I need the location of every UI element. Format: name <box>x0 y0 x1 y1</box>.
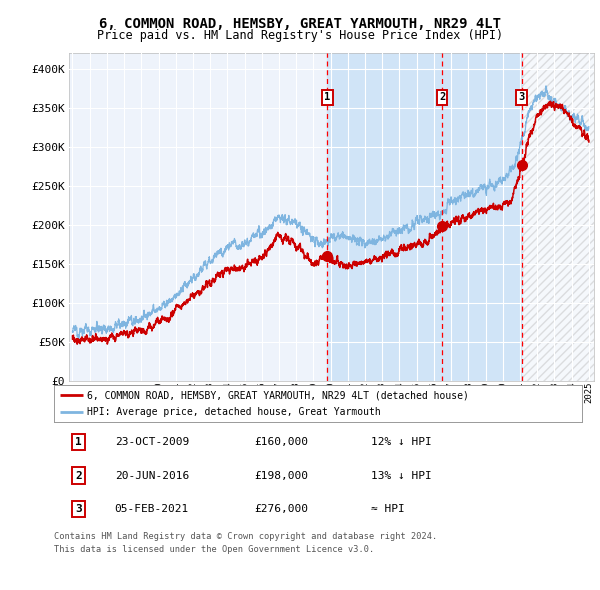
Text: 6, COMMON ROAD, HEMSBY, GREAT YARMOUTH, NR29 4LT (detached house): 6, COMMON ROAD, HEMSBY, GREAT YARMOUTH, … <box>87 390 469 400</box>
Text: Price paid vs. HM Land Registry's House Price Index (HPI): Price paid vs. HM Land Registry's House … <box>97 30 503 42</box>
Text: 1: 1 <box>324 92 331 102</box>
Text: 3: 3 <box>518 92 524 102</box>
Text: ≈ HPI: ≈ HPI <box>371 504 404 514</box>
Text: Contains HM Land Registry data © Crown copyright and database right 2024.: Contains HM Land Registry data © Crown c… <box>54 532 437 541</box>
Text: 2: 2 <box>439 92 445 102</box>
Bar <box>328 53 521 381</box>
Text: 05-FEB-2021: 05-FEB-2021 <box>115 504 189 514</box>
Text: £198,000: £198,000 <box>254 471 308 480</box>
Text: This data is licensed under the Open Government Licence v3.0.: This data is licensed under the Open Gov… <box>54 545 374 554</box>
Bar <box>521 53 600 381</box>
Text: 12% ↓ HPI: 12% ↓ HPI <box>371 437 431 447</box>
Text: 23-OCT-2009: 23-OCT-2009 <box>115 437 189 447</box>
Text: 2: 2 <box>76 471 82 480</box>
Text: HPI: Average price, detached house, Great Yarmouth: HPI: Average price, detached house, Grea… <box>87 407 381 417</box>
Text: 6, COMMON ROAD, HEMSBY, GREAT YARMOUTH, NR29 4LT: 6, COMMON ROAD, HEMSBY, GREAT YARMOUTH, … <box>99 17 501 31</box>
Text: 13% ↓ HPI: 13% ↓ HPI <box>371 471 431 480</box>
Text: £160,000: £160,000 <box>254 437 308 447</box>
Text: 1: 1 <box>76 437 82 447</box>
Text: 20-JUN-2016: 20-JUN-2016 <box>115 471 189 480</box>
Text: 3: 3 <box>76 504 82 514</box>
Text: £276,000: £276,000 <box>254 504 308 514</box>
